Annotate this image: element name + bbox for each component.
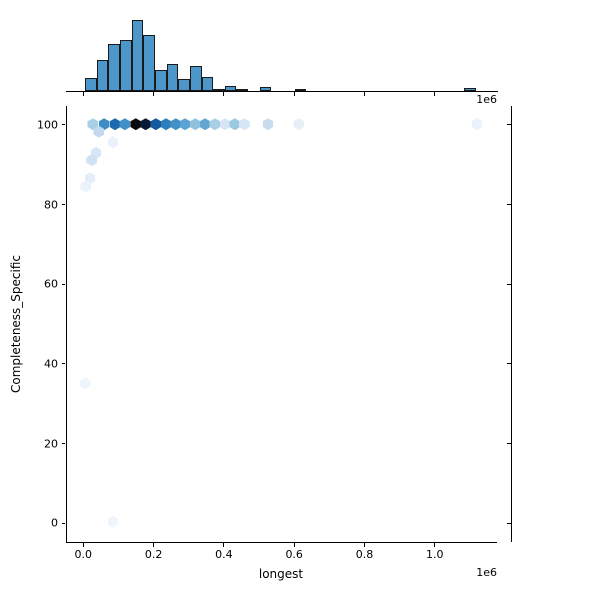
hexbin-point: [80, 180, 92, 193]
x-tick: [434, 542, 436, 547]
right-marginal-y-tick: [507, 443, 511, 445]
histogram-bar: [213, 88, 225, 91]
hexbin-point: [471, 118, 483, 131]
histogram-bar: [166, 63, 179, 91]
x-axis-label: longest: [258, 567, 304, 581]
y-tick-label: 60: [44, 277, 58, 291]
top-marginal-baseline: [65, 90, 499, 92]
y-tick: [61, 124, 66, 126]
y-tick: [61, 363, 66, 365]
hexbin-point: [107, 515, 119, 528]
hexbin-point: [90, 146, 102, 159]
histogram-bar: [259, 87, 272, 91]
histogram-bar: [96, 59, 109, 91]
histogram-bar: [294, 88, 307, 91]
top-marginal-x-tick: [363, 91, 366, 96]
hexbin-point: [179, 118, 191, 131]
histogram-bar: [119, 39, 132, 91]
y-tick: [61, 443, 66, 445]
top-marginal-x-tick: [434, 91, 436, 96]
histogram-bar: [201, 76, 214, 91]
top-marginal-x-tick: [293, 91, 295, 96]
right-marginal-y-tick: [507, 203, 511, 206]
histogram-bar: [143, 34, 155, 91]
hexbin-point: [93, 125, 105, 138]
hexbin-point: [84, 172, 96, 185]
hexbin-point: [130, 118, 142, 131]
hexbin-point: [87, 118, 99, 131]
hexbin-point: [209, 118, 221, 131]
hexbin-point: [189, 118, 201, 131]
hexbin-point: [79, 377, 91, 390]
histogram-bar: [178, 78, 190, 91]
hexbin-point: [86, 154, 98, 167]
right-marginal-y-tick: [507, 283, 511, 285]
top-marginal-x-tick: [153, 91, 155, 96]
x-tick: [293, 542, 295, 547]
y-tick-label: 20: [44, 437, 58, 451]
hexbin-point: [109, 118, 121, 131]
hexbin-point: [199, 118, 211, 131]
top-marginal-x-tick: [223, 91, 225, 96]
y-tick-label: 100: [37, 118, 58, 132]
hexbin-point: [229, 118, 241, 131]
hexbin-point: [293, 118, 305, 131]
top-marginal-x-tick: [82, 91, 84, 96]
hexbin-point: [98, 118, 110, 131]
x-tick-label: 0.8: [355, 548, 374, 561]
y-tick: [61, 283, 66, 285]
histogram-bar: [154, 69, 167, 91]
y-tick-label: 40: [44, 357, 58, 371]
hexbin-point: [119, 118, 131, 131]
right-marginal-y-tick: [507, 522, 511, 524]
histogram-bar: [189, 65, 202, 91]
bottom-x-offset-label: 1e6: [476, 566, 497, 579]
y-tick: [61, 522, 66, 524]
right-marginal-y-tick: [507, 363, 511, 365]
y-tick: [61, 203, 66, 206]
right-marginal-y-tick: [507, 124, 511, 126]
x-tick: [223, 542, 225, 547]
x-tick-label: 0.0: [74, 548, 93, 561]
bottom-spine: [65, 541, 497, 543]
hexbin-point: [160, 118, 172, 131]
x-tick-label: 0.2: [144, 548, 163, 561]
x-tick: [363, 542, 366, 547]
histogram-bar: [108, 43, 120, 91]
hexbin-point: [262, 118, 274, 131]
histogram-bar: [236, 89, 249, 92]
x-tick-label: 1.0: [426, 548, 444, 561]
hexbin-point: [107, 136, 119, 149]
hexbin-point: [219, 118, 231, 131]
left-spine: [65, 106, 67, 542]
top-x-offset-label: 1e6: [476, 93, 497, 106]
hexbin-point: [170, 118, 182, 131]
histogram-bar: [224, 85, 237, 91]
x-tick: [82, 542, 84, 547]
x-tick-label: 0.4: [215, 548, 233, 561]
right-marginal-spine: [511, 106, 513, 542]
histogram-bar: [131, 19, 144, 91]
hexbin-point: [238, 118, 250, 131]
y-tick-label: 80: [44, 198, 58, 211]
x-tick-label: 0.6: [285, 548, 303, 561]
hexbin-point: [150, 118, 162, 131]
histogram-bar: [464, 88, 476, 91]
y-tick-label: 0: [51, 516, 58, 530]
y-axis-label: Completeness_Specific: [9, 254, 23, 394]
histogram-bar: [84, 77, 97, 91]
hexbin-point: [140, 118, 151, 131]
x-tick: [153, 542, 155, 547]
